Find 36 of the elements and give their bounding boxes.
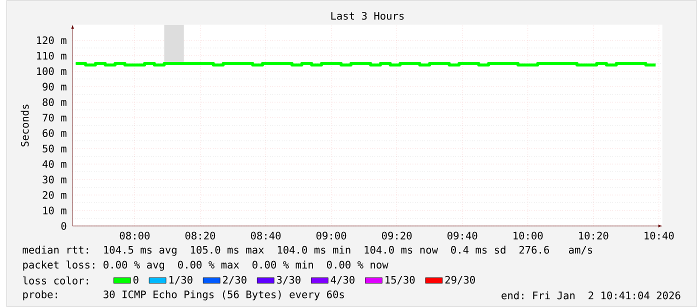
text: end: Fri Jan 2 10:41:04 2026 [502,291,680,300]
x-tick-label: 08:00 [120,232,150,240]
y-tick-label: 50 m [42,144,66,152]
x-tick-label: 10:20 [579,232,608,240]
x-tick-label: 10:00 [514,232,543,240]
x-tick-label: 08:20 [185,232,216,240]
legend-label: 15/30 [386,276,415,284]
legend-label: 3/30 [276,276,300,284]
legend-title: loss color: [23,276,88,284]
y-tick-label: 40 m [42,160,66,168]
text: median rtt: 104.5 ms avg 105.0 ms max 104.0 ms min 104.0 ms now 0.4 ms sd 276.6 am/s [22,246,592,256]
x-tick-label: 09:20 [382,232,412,240]
y-tick-label: 80 m [42,98,66,106]
y-tick-label: 30 m [42,176,66,184]
y-tick-label: 90 m [42,82,66,90]
text: probe: 30 ICMP Echo Pings (56 Bytes) every 60s [23,290,344,300]
x-tick-label: 09:40 [448,232,478,240]
y-tick-label: 20 m [42,191,66,199]
y-tick-label: 110 m [37,52,66,60]
x-tick-label: 09:00 [316,232,346,240]
x-tick-label: 08:40 [250,232,281,240]
x-tick-label: 10:40 [644,232,674,240]
y-tick-label: 0 [61,222,66,230]
legend-label: 0 [133,276,138,284]
legend-label: 29/30 [445,276,475,284]
chart-title: Last 3 Hours [331,12,404,20]
legend-label: 1/30 [169,276,192,284]
y-tick-label: 10 m [43,206,66,214]
legend-label: 4/30 [330,276,354,284]
y-tick-label: 70 m [42,114,66,122]
y-tick-label: 120 m [37,36,66,44]
text: packet loss: 0.00 % avg 0.00 % max 0.00 % min 0.00 % now [23,260,388,271]
y-tick-label: 60 m [42,129,66,137]
y-tick-label: 100 m [37,67,66,75]
y-axis-title: Seconds [20,104,29,146]
legend-label: 2/30 [223,276,246,284]
